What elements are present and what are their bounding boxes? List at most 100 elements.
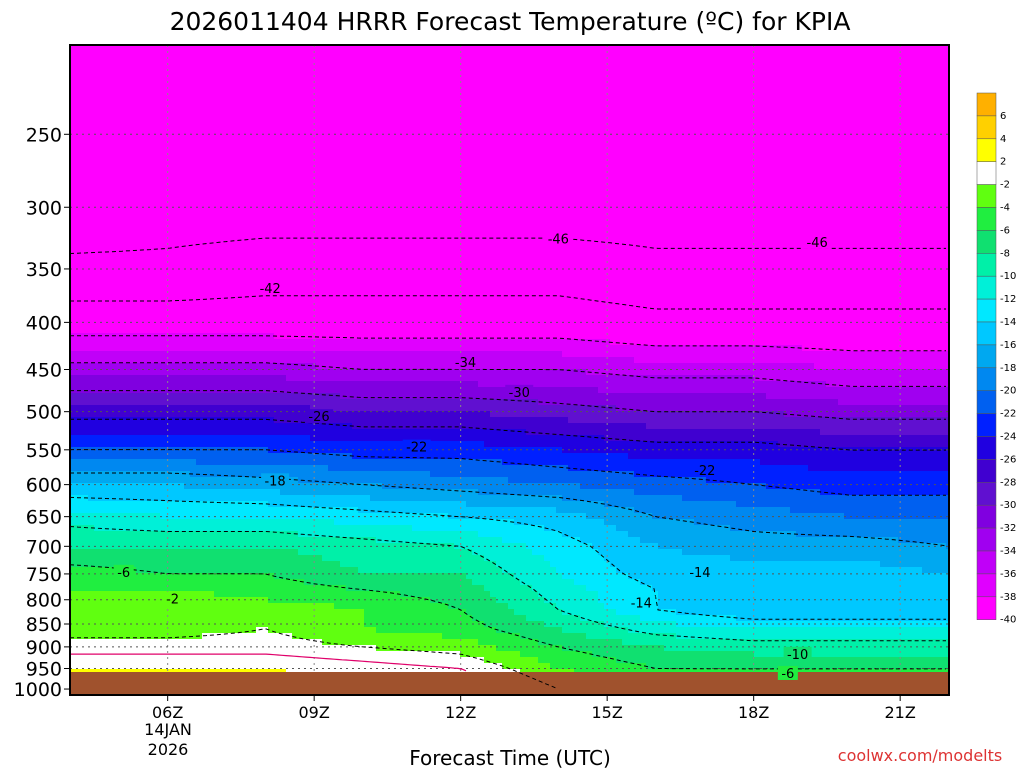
temp-cell bbox=[340, 117, 347, 124]
temp-cell bbox=[202, 525, 209, 532]
temp-cell bbox=[154, 189, 161, 196]
temp-cell bbox=[94, 231, 101, 238]
temp-cell bbox=[250, 141, 257, 148]
temp-cell bbox=[94, 189, 101, 196]
temp-cell bbox=[238, 279, 245, 286]
temp-cell bbox=[142, 453, 149, 460]
temp-cell bbox=[154, 621, 161, 628]
temp-cell bbox=[334, 249, 341, 256]
temp-cell bbox=[220, 309, 227, 316]
temp-cell bbox=[106, 657, 113, 664]
temp-cell bbox=[208, 399, 215, 406]
temp-cell bbox=[238, 111, 245, 118]
temp-cell bbox=[208, 339, 215, 346]
temp-cell bbox=[292, 51, 299, 58]
temp-cell bbox=[70, 513, 77, 520]
temp-cell bbox=[154, 315, 161, 322]
temp-cell bbox=[310, 159, 317, 166]
temp-cell bbox=[160, 303, 167, 310]
temp-cell bbox=[196, 135, 203, 142]
temp-cell bbox=[196, 459, 203, 466]
temp-cell bbox=[100, 495, 107, 502]
temp-cell bbox=[88, 261, 95, 268]
temp-cell bbox=[172, 255, 179, 262]
temp-cell bbox=[190, 609, 197, 616]
temp-cell bbox=[304, 561, 311, 568]
temp-cell bbox=[94, 399, 101, 406]
temp-cell bbox=[172, 513, 179, 520]
temp-cell bbox=[172, 237, 179, 244]
temp-cell bbox=[328, 513, 335, 520]
temp-cell bbox=[226, 99, 233, 106]
temp-cell bbox=[256, 141, 263, 148]
temp-cell bbox=[166, 405, 173, 412]
temp-cell bbox=[292, 519, 299, 526]
temp-cell bbox=[268, 417, 275, 424]
temp-cell bbox=[316, 231, 323, 238]
temp-cell bbox=[322, 537, 329, 544]
temp-cell bbox=[208, 243, 215, 250]
temp-cell bbox=[70, 441, 77, 448]
temp-cell bbox=[340, 321, 347, 328]
temp-cell bbox=[322, 87, 329, 94]
temp-cell bbox=[94, 405, 101, 412]
temp-cell bbox=[238, 207, 245, 214]
temp-cell bbox=[226, 633, 233, 640]
temp-cell bbox=[292, 411, 299, 418]
temp-cell bbox=[76, 435, 83, 442]
temp-cell bbox=[208, 621, 215, 628]
temp-cell bbox=[148, 45, 155, 52]
temp-cell bbox=[232, 105, 239, 112]
temp-cell bbox=[142, 603, 149, 610]
temp-cell bbox=[124, 261, 131, 268]
temp-cell bbox=[280, 171, 287, 178]
temp-cell bbox=[322, 507, 329, 514]
temp-cell bbox=[124, 195, 131, 202]
temp-cell bbox=[154, 597, 161, 604]
temp-cell bbox=[268, 405, 275, 412]
temp-cell bbox=[196, 423, 203, 430]
temp-cell bbox=[136, 393, 143, 400]
temp-cell bbox=[190, 87, 197, 94]
temp-cell bbox=[280, 597, 287, 604]
temp-cell bbox=[166, 627, 173, 634]
temp-cell bbox=[232, 183, 239, 190]
temp-cell bbox=[112, 69, 119, 76]
temp-cell bbox=[70, 93, 77, 100]
temp-cell bbox=[298, 141, 305, 148]
temp-cell bbox=[100, 75, 107, 82]
temp-cell bbox=[310, 603, 317, 610]
temp-cell bbox=[262, 585, 269, 592]
temp-cell bbox=[172, 105, 179, 112]
temp-cell bbox=[256, 525, 263, 532]
temp-cell bbox=[286, 519, 293, 526]
temp-cell bbox=[208, 225, 215, 232]
temp-cell bbox=[256, 213, 263, 220]
temp-cell bbox=[148, 429, 155, 436]
temp-cell bbox=[286, 453, 293, 460]
temp-cell bbox=[76, 159, 83, 166]
temp-cell bbox=[196, 75, 203, 82]
temp-cell bbox=[112, 81, 119, 88]
temp-cell bbox=[298, 63, 305, 70]
temp-cell bbox=[316, 225, 323, 232]
temp-cell bbox=[112, 579, 119, 586]
temp-cell bbox=[94, 579, 101, 586]
temp-cell bbox=[316, 357, 323, 364]
temp-cell bbox=[292, 45, 299, 52]
temp-cell bbox=[136, 591, 143, 598]
temp-cell bbox=[280, 399, 287, 406]
temp-cell bbox=[238, 351, 245, 358]
temp-cell bbox=[232, 315, 239, 322]
temp-cell bbox=[304, 525, 311, 532]
temp-cell bbox=[100, 147, 107, 154]
temp-cell bbox=[190, 129, 197, 136]
temp-cell bbox=[118, 237, 125, 244]
temp-cell bbox=[106, 291, 113, 298]
temp-cell bbox=[172, 321, 179, 328]
temp-cell bbox=[292, 627, 299, 634]
temp-cell bbox=[178, 63, 185, 70]
temp-cell bbox=[88, 315, 95, 322]
temp-cell bbox=[280, 651, 287, 658]
temp-cell bbox=[160, 117, 167, 124]
